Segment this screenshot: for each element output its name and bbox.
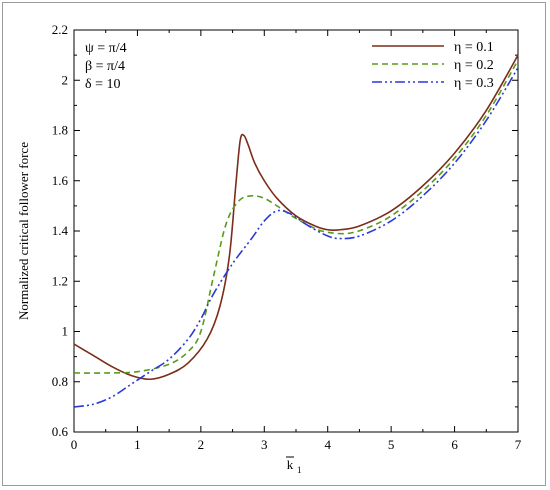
plot-area	[73, 29, 519, 433]
y-tick-label: 2.2	[52, 22, 68, 37]
legend: η = 0.1 η = 0.2 η = 0.3	[372, 40, 494, 91]
x-axis-label: k 1	[286, 456, 302, 475]
parameter-psi: ψ = π/4	[85, 41, 127, 56]
parameter-beta: β = π/4	[85, 59, 125, 74]
y-tick-label: 1.6	[52, 173, 69, 188]
y-tick-label: 1.2	[52, 273, 68, 288]
y-tick-label: 1.8	[52, 123, 68, 138]
y-tick-label: 0.8	[52, 374, 68, 389]
x-tick-label: 3	[261, 437, 268, 452]
series-line-0	[73, 54, 519, 381]
y-tick-label: 1.4	[52, 223, 69, 238]
x-tick-label: 0	[71, 437, 78, 452]
y-tick-label: 2	[62, 72, 69, 87]
y-tick-label: 1	[62, 324, 69, 339]
x-tick-label: 5	[388, 437, 395, 452]
series-group	[73, 54, 519, 408]
series-line-1	[73, 59, 519, 374]
x-tick-labels: 0 1 2 3 4 5 6 7	[71, 437, 522, 452]
figure-frame	[2, 2, 546, 486]
parameter-annotations: ψ = π/4 β = π/4 δ = 10	[85, 41, 127, 92]
axis-ticks	[73, 29, 519, 433]
x-tick-label: 6	[451, 437, 458, 452]
legend-label-1: η = 0.2	[454, 58, 494, 73]
x-tick-label: 4	[324, 437, 331, 452]
y-tick-label: 0.6	[52, 424, 69, 439]
y-tick-labels: 0.6 0.8 1 1.2 1.4 1.6 1.8 2 2.2	[52, 22, 69, 439]
parameter-delta: δ = 10	[85, 77, 121, 92]
legend-label-0: η = 0.1	[454, 40, 494, 55]
x-tick-label: 2	[198, 437, 205, 452]
series-line-2	[73, 67, 519, 408]
x-axis-label-subscript: 1	[297, 465, 302, 475]
legend-label-2: η = 0.3	[454, 76, 494, 91]
x-tick-label: 7	[515, 437, 522, 452]
x-tick-label: 1	[134, 437, 141, 452]
y-axis-label: Normalized critical follower force	[16, 142, 31, 320]
x-axis-label-main: k	[287, 457, 294, 472]
